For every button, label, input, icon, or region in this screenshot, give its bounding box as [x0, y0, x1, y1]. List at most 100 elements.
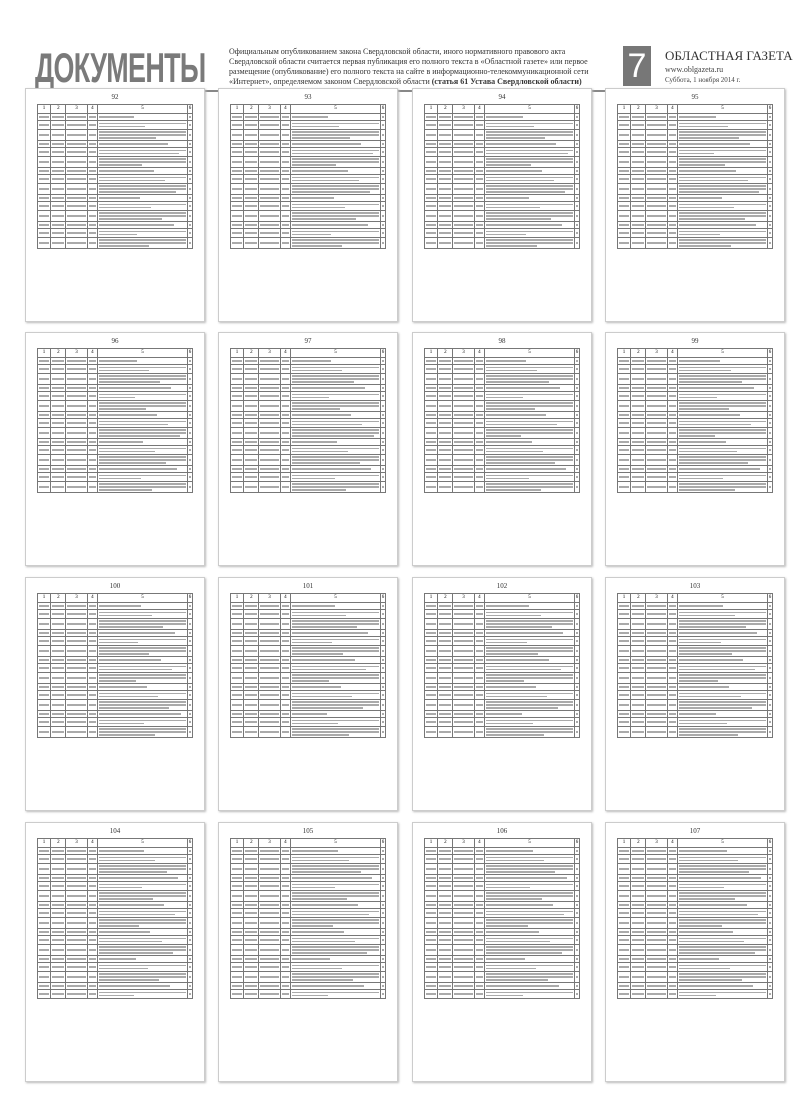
table-row — [616, 120, 774, 130]
table-cell — [437, 683, 454, 691]
table-cell — [423, 671, 439, 684]
column-header: 4 — [279, 593, 292, 603]
table-cell — [279, 636, 292, 646]
table-row — [616, 357, 774, 365]
table-cell — [423, 128, 439, 141]
table-cell — [484, 862, 575, 875]
table-cell — [484, 962, 575, 972]
masthead: ДОКУМЕНТЫ Официальным опубликованием зак… — [35, 44, 793, 92]
table-cell — [630, 236, 647, 249]
table-row — [423, 201, 581, 211]
table-cell — [50, 364, 67, 374]
table-cell — [630, 717, 647, 727]
table-cell — [65, 671, 88, 684]
table-cell — [229, 221, 245, 229]
table-row — [616, 717, 774, 727]
table-cell — [766, 453, 774, 466]
table-cell — [290, 617, 381, 630]
table-cell — [243, 717, 260, 727]
column-header: 6 — [766, 104, 774, 114]
table-cell — [86, 209, 99, 222]
table-cell — [36, 453, 52, 466]
table-cell — [766, 147, 774, 157]
table-cell — [65, 194, 88, 202]
table-cell — [616, 970, 632, 983]
table-cell — [65, 644, 88, 657]
table-cell — [65, 174, 88, 184]
table-row — [36, 228, 194, 238]
table-row — [36, 221, 194, 229]
table-cell — [484, 364, 575, 374]
table-cell — [677, 916, 768, 929]
table-cell — [86, 710, 99, 718]
table-row — [229, 174, 387, 184]
table-cell — [452, 889, 475, 902]
table-cell — [423, 970, 439, 983]
table-cell — [65, 236, 88, 249]
table-cell — [573, 617, 581, 630]
page-number-label: 100 — [109, 582, 121, 590]
table-cell — [97, 228, 188, 238]
table-cell — [36, 908, 52, 918]
table-cell — [484, 372, 575, 385]
table-row — [36, 955, 194, 963]
table-cell — [86, 167, 99, 175]
table-cell — [677, 636, 768, 646]
table-cell — [279, 683, 292, 691]
table-cell — [97, 962, 188, 972]
table-cell — [645, 663, 668, 673]
table-cell — [484, 194, 575, 202]
table-cell — [97, 201, 188, 211]
table-cell — [616, 194, 632, 202]
table-cell — [437, 717, 454, 727]
table-row — [423, 364, 581, 374]
table-cell — [630, 113, 647, 121]
table-cell — [97, 472, 188, 482]
table-cell — [766, 201, 774, 211]
column-header: 3 — [645, 104, 668, 114]
table-row — [616, 671, 774, 684]
table-cell — [666, 935, 679, 945]
table-cell — [243, 426, 260, 439]
table-cell — [616, 174, 632, 184]
table-cell — [186, 671, 194, 684]
table-cell — [616, 472, 632, 482]
table-cell — [766, 418, 774, 428]
table-cell — [243, 916, 260, 929]
table-cell — [573, 970, 581, 983]
table-cell — [666, 399, 679, 412]
table-cell — [484, 671, 575, 684]
table-cell — [630, 874, 647, 882]
table-cell — [97, 372, 188, 385]
table-cell — [36, 201, 52, 211]
table-cell — [379, 201, 387, 211]
table-row — [616, 465, 774, 473]
table-row — [423, 889, 581, 902]
table-cell — [766, 636, 774, 646]
website-link[interactable]: www.oblgazeta.ru — [665, 65, 724, 74]
table-cell — [258, 480, 281, 493]
table-cell — [616, 943, 632, 956]
table-row — [616, 194, 774, 202]
column-header: 5 — [677, 838, 768, 848]
table-cell — [473, 364, 486, 374]
table-cell — [423, 710, 439, 718]
table-cell — [379, 698, 387, 711]
table-cell — [65, 916, 88, 929]
table-cell — [279, 445, 292, 455]
table-cell — [279, 221, 292, 229]
table-row — [229, 167, 387, 175]
table-cell — [645, 399, 668, 412]
table-cell — [423, 982, 439, 990]
document-page: 93 1 2 3 4 5 6 — [218, 88, 398, 322]
table-row — [616, 989, 774, 999]
table-cell — [229, 120, 245, 130]
table-cell — [437, 399, 454, 412]
table-cell — [666, 167, 679, 175]
table-row — [616, 399, 774, 412]
table-cell — [65, 465, 88, 473]
table-cell — [473, 174, 486, 184]
table-cell — [379, 221, 387, 229]
table-cell — [379, 970, 387, 983]
